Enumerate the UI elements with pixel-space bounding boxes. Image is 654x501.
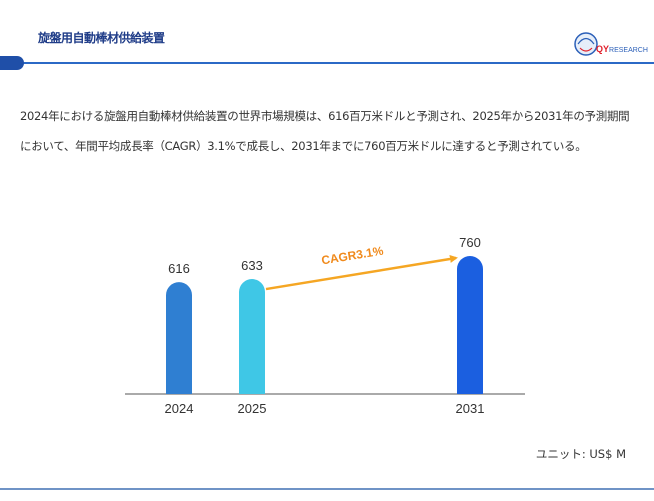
- tick-label-2024: 2024: [165, 401, 194, 416]
- bar-2031: [457, 255, 483, 394]
- qyresearch-logo: QYRESEARCH: [574, 30, 648, 58]
- market-description: 2024年における旋盤用自動棒材供給装置の世界市場規模は、616百万米ドルと予測…: [20, 109, 630, 153]
- tick-label-2025: 2025: [238, 401, 267, 416]
- value-label-2024: 616: [168, 261, 190, 276]
- logo-icon: [574, 32, 598, 56]
- bar-2025: [239, 279, 265, 394]
- value-label-2025: 633: [241, 258, 263, 273]
- logo-wordmark: QYRESEARCH: [596, 44, 648, 54]
- header-divider: [0, 62, 654, 64]
- unit-label: ユニット: US$ M: [535, 447, 626, 461]
- bar-2024: [166, 282, 192, 394]
- cagr-arrow: [265, 255, 458, 291]
- value-label-2031: 760: [459, 235, 481, 250]
- header-accent-tab: [0, 56, 24, 70]
- cagr-label: CAGR3.1%: [320, 244, 384, 268]
- page-title: 旋盤用自動棒材供給装置: [38, 31, 165, 45]
- footer-divider: [0, 488, 654, 490]
- tick-label-2031: 2031: [456, 401, 485, 416]
